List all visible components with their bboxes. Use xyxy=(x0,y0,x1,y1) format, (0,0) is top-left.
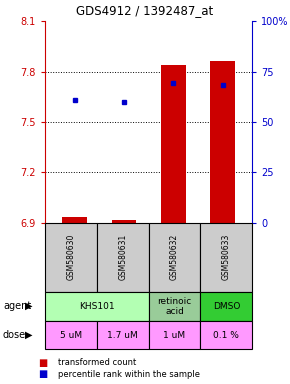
Bar xyxy=(97,321,148,349)
Bar xyxy=(200,321,252,349)
Text: retinoic
acid: retinoic acid xyxy=(157,296,192,316)
Text: 1 uM: 1 uM xyxy=(164,331,186,339)
Bar xyxy=(112,220,136,223)
Text: GSM580632: GSM580632 xyxy=(170,234,179,280)
Bar xyxy=(148,223,200,292)
Bar xyxy=(45,292,148,321)
Text: percentile rank within the sample: percentile rank within the sample xyxy=(58,370,200,379)
Text: GDS4912 / 1392487_at: GDS4912 / 1392487_at xyxy=(76,4,214,17)
Text: GSM580631: GSM580631 xyxy=(118,234,127,280)
Text: ▶: ▶ xyxy=(25,301,32,311)
Text: ■: ■ xyxy=(38,369,47,379)
Text: agent: agent xyxy=(3,301,31,311)
Bar xyxy=(200,292,252,321)
Bar xyxy=(200,223,252,292)
Bar xyxy=(161,65,186,223)
Text: ▶: ▶ xyxy=(25,330,32,340)
Text: 1.7 uM: 1.7 uM xyxy=(107,331,138,339)
Bar xyxy=(148,321,200,349)
Bar xyxy=(148,292,200,321)
Text: 5 uM: 5 uM xyxy=(60,331,82,339)
Text: dose: dose xyxy=(3,330,26,340)
Text: DMSO: DMSO xyxy=(213,302,240,311)
Text: GSM580630: GSM580630 xyxy=(66,234,75,280)
Bar xyxy=(45,321,97,349)
Text: 0.1 %: 0.1 % xyxy=(213,331,239,339)
Bar xyxy=(210,61,235,223)
Bar xyxy=(97,223,148,292)
Text: ■: ■ xyxy=(38,358,47,368)
Bar xyxy=(45,223,97,292)
Text: KHS101: KHS101 xyxy=(79,302,115,311)
Text: transformed count: transformed count xyxy=(58,358,136,367)
Bar xyxy=(62,217,87,223)
Text: GSM580633: GSM580633 xyxy=(222,234,231,280)
